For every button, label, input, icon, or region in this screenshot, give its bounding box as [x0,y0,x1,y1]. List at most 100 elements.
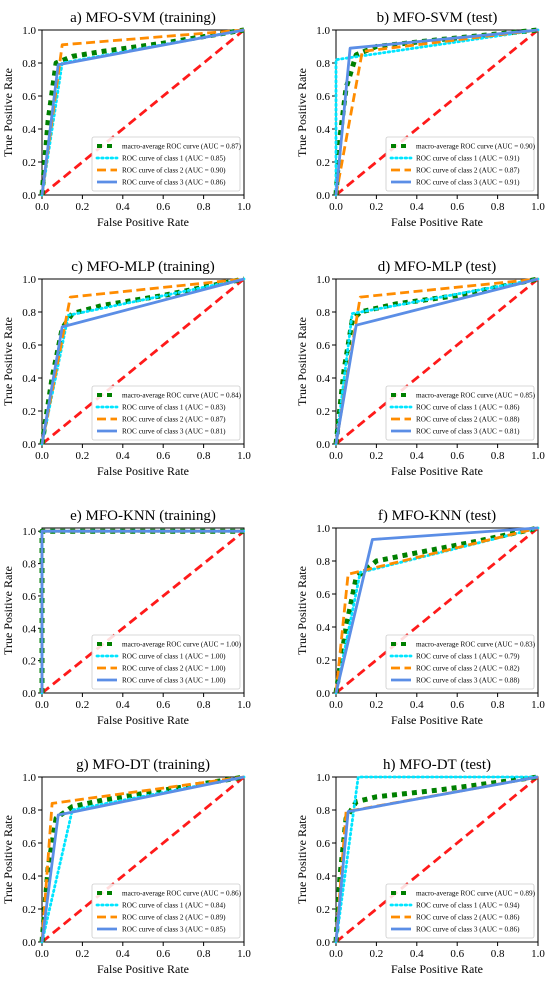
y-tick-label: 0.8 [316,307,330,319]
legend-label: ROC curve of class 1 (AUC = 0.91) [416,155,520,163]
y-tick-label: 0.6 [316,589,330,601]
plot-area [335,278,539,445]
panel-title: a) MFO-SVM (training) [70,10,216,26]
y-tick-label: 1.0 [316,523,330,535]
y-tick-label: 0.6 [22,91,36,103]
legend-label: ROC curve of class 2 (AUC = 0.87) [122,416,226,424]
x-tick-label: 0.8 [491,201,505,213]
y-tick-label: 0.0 [316,937,330,949]
x-tick-label: 0.4 [116,948,130,960]
x-axis-label: False Positive Rate [97,962,189,976]
x-tick-label: 0.0 [329,948,343,960]
y-tick-label: 0.0 [22,190,36,202]
legend-box [91,385,241,441]
series-line-3 [334,526,539,694]
y-tick-label: 0.6 [22,838,36,850]
y-tick-label: 0.8 [22,805,36,817]
x-tick-label: 0.6 [450,450,464,462]
panel-title: h) MFO-DT (test) [383,757,491,773]
legend-label: ROC curve of class 3 (AUC = 0.88) [416,677,520,685]
y-tick-label: 0.2 [316,406,330,418]
y-tick-label: 0.8 [316,805,330,817]
x-axis-label: False Positive Rate [97,215,189,229]
series-line-3 [40,28,245,196]
legend-label: ROC curve of class 1 (AUC = 0.85) [122,155,226,163]
roc-panel-3: c) MFO-MLP (training) 0.0 0.2 0.4 0.6 0.8 1.0 0… [1,259,251,478]
x-tick-label: 0.2 [370,450,384,462]
panel-title: f) MFO-KNN (test) [378,508,496,524]
legend-label: ROC curve of class 3 (AUC = 0.81) [122,428,226,436]
legend-label: ROC curve of class 3 (AUC = 0.81) [416,428,520,436]
series-line-3 [334,277,539,445]
x-tick-label: 0.2 [370,699,384,711]
legend-label: ROC curve of class 1 (AUC = 0.83) [122,404,226,412]
x-axis-label: False Positive Rate [391,962,483,976]
legend-label: ROC curve of class 2 (AUC = 1.00) [122,665,226,673]
plot-area [41,776,245,943]
roc-panel-6: f) MFO-KNN (test) 0.0 0.2 0.4 0.6 0.8 1.0 0.0 0.… [295,508,545,727]
legend-label: macro-average ROC curve (AUC = 0.83) [416,641,536,649]
legend-label: ROC curve of class 2 (AUC = 0.86) [416,914,520,922]
x-tick-label: 0.2 [370,201,384,213]
chance-diagonal [335,28,539,197]
series-line-4 [40,775,245,943]
y-tick-label: 0.4 [22,124,36,136]
x-tick-label: 0.6 [450,699,464,711]
panel-title: e) MFO-KNN (training) [70,508,216,524]
x-tick-label: 0.8 [491,450,505,462]
roc-panel-4: d) MFO-MLP (test) 0.0 0.2 0.4 0.6 0.8 1.0 0.0 0.… [295,259,545,478]
legend: macro-average ROC curve (AUC = 0.85) ROC … [385,385,536,441]
x-tick-label: 1.0 [531,450,545,462]
y-tick-label: 0.2 [22,406,36,418]
x-tick-label: 0.4 [410,201,424,213]
x-tick-label: 1.0 [237,450,251,462]
y-tick-label: 0.2 [316,655,330,667]
roc-panel-2: b) MFO-SVM (test) 0.0 0.2 0.4 0.6 0.8 1.0 0.0 0.… [295,10,545,229]
legend: macro-average ROC curve (AUC = 0.83) ROC … [385,634,536,690]
chance-diagonal [335,277,539,446]
y-tick-label: 1.0 [22,526,36,538]
x-tick-label: 1.0 [531,699,545,711]
chance-diagonal [41,28,245,197]
x-tick-label: 0.0 [329,450,343,462]
legend-box [91,634,241,690]
x-tick-label: 0.4 [410,948,424,960]
y-tick-label: 0.8 [316,58,330,70]
y-tick-label: 1.0 [22,274,36,286]
legend-label: macro-average ROC curve (AUC = 0.85) [416,392,536,400]
x-tick-label: 1.0 [237,699,251,711]
y-tick-label: 0.8 [22,58,36,70]
plot-area [41,278,245,445]
x-tick-label: 0.8 [197,948,211,960]
y-axis-label: True Positive Rate [295,68,309,157]
series-line-3 [40,775,245,943]
panel-title: d) MFO-MLP (test) [378,259,497,275]
y-tick-label: 0.8 [316,556,330,568]
x-axis-label: False Positive Rate [391,464,483,478]
plot-area [335,527,539,694]
legend-label: ROC curve of class 3 (AUC = 0.85) [122,926,226,934]
y-tick-label: 0.8 [22,307,36,319]
chance-diagonal [41,775,245,944]
x-tick-label: 0.8 [197,201,211,213]
series-line-1 [333,525,539,694]
legend-label: macro-average ROC curve (AUC = 0.87) [122,143,242,151]
x-tick-label: 0.4 [410,450,424,462]
panel-title: c) MFO-MLP (training) [71,259,215,275]
series-line-3 [40,277,245,445]
y-tick-label: 0.4 [22,373,36,385]
y-tick-label: 0.2 [22,157,36,169]
y-tick-label: 0.4 [22,623,36,635]
y-tick-label: 1.0 [316,772,330,784]
y-tick-label: 0.6 [22,340,36,352]
series-line-3 [334,28,539,196]
legend-label: ROC curve of class 1 (AUC = 1.00) [122,653,226,661]
y-tick-label: 0.2 [316,904,330,916]
legend-label: ROC curve of class 2 (AUC = 0.90) [122,167,226,175]
x-tick-label: 0.0 [35,201,49,213]
legend-label: ROC curve of class 1 (AUC = 0.94) [416,902,520,910]
x-tick-label: 0.0 [35,699,49,711]
y-tick-label: 0.2 [22,656,36,668]
x-tick-label: 0.0 [329,699,343,711]
x-tick-label: 0.6 [156,201,170,213]
